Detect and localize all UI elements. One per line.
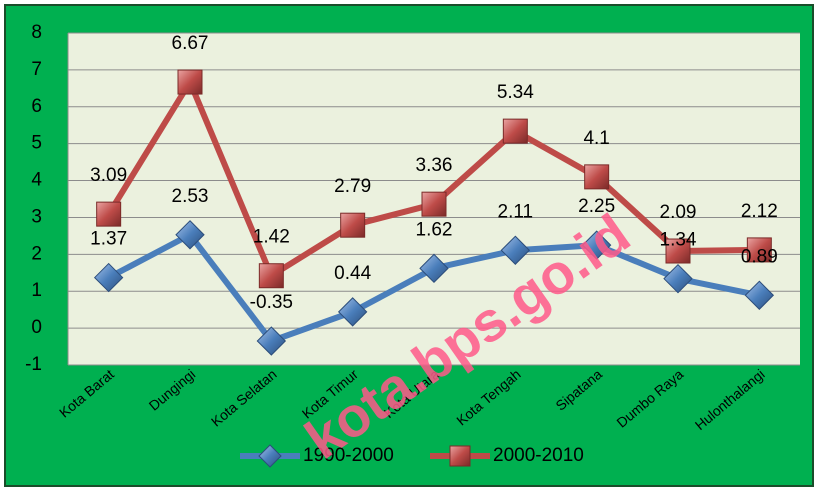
marker (258, 263, 284, 289)
data-label: 3.36 (416, 155, 453, 176)
data-label: 5.34 (497, 82, 534, 103)
marker (665, 238, 691, 264)
marker (177, 69, 203, 95)
y-tick-label: -1 (25, 354, 42, 375)
data-label: 2.53 (172, 186, 209, 207)
data-label: 4.1 (583, 128, 609, 149)
data-label: 2.09 (660, 202, 697, 223)
data-label: 2.11 (498, 201, 534, 222)
legend-label: 1990-2000 (303, 445, 394, 466)
marker (419, 253, 449, 284)
marker (663, 263, 693, 294)
y-tick-label: 5 (31, 133, 42, 154)
marker (340, 212, 366, 238)
marker (421, 191, 447, 217)
data-label: 1.62 (416, 219, 453, 240)
marker (500, 235, 531, 265)
data-label: 1.37 (90, 229, 127, 250)
y-tick-label: 8 (31, 22, 42, 43)
data-label: 6.67 (172, 33, 209, 54)
data-label: 2.79 (334, 176, 371, 197)
y-tick-label: 3 (31, 206, 42, 227)
data-label: 0.44 (334, 263, 371, 284)
marker (337, 297, 368, 327)
y-tick-label: 2 (31, 243, 42, 264)
data-label: 3.09 (90, 165, 127, 186)
y-tick-label: 0 (31, 317, 42, 338)
marker (746, 237, 772, 263)
y-tick-label: 4 (31, 170, 42, 191)
legend-marker (449, 445, 471, 467)
y-tick-label: 1 (31, 280, 42, 301)
marker (93, 262, 124, 293)
data-label: 2.25 (578, 196, 615, 217)
marker (175, 220, 205, 250)
data-label: 0.89 (741, 246, 778, 267)
marker (584, 164, 610, 190)
y-tick-label: 7 (31, 59, 42, 80)
data-label: 2.12 (741, 201, 778, 222)
data-label: 1.42 (253, 227, 290, 248)
marker (96, 201, 122, 227)
data-label: -0.35 (250, 292, 293, 313)
marker (256, 326, 287, 356)
legend-label: 2000-2010 (493, 445, 584, 466)
marker (744, 280, 775, 310)
marker (581, 230, 612, 260)
legend-marker (258, 444, 282, 468)
data-label: 1.34 (660, 230, 697, 251)
y-tick-label: 6 (31, 96, 42, 117)
marker (502, 118, 528, 144)
